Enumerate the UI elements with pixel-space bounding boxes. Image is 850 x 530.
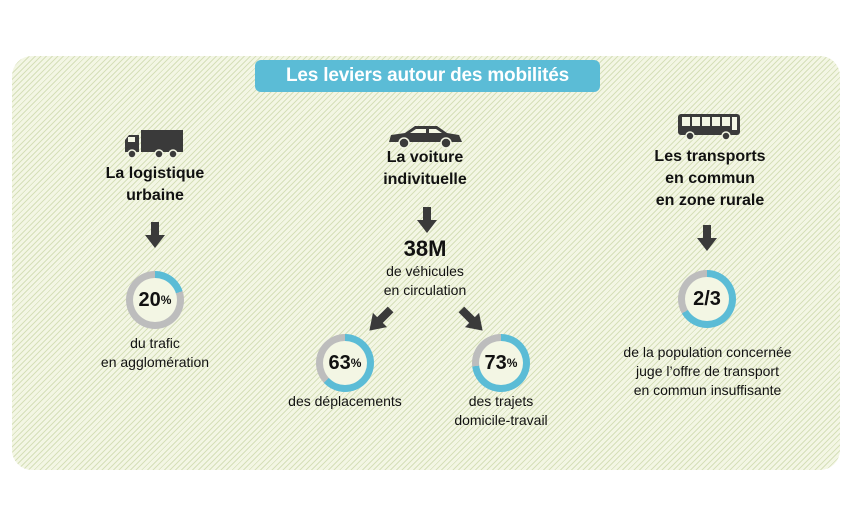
transports-heading-line1: Les transports [654,148,766,165]
bus-icon [678,114,740,141]
logistique-caption-line1: du trafic [130,335,180,351]
logistique-heading-line2: urbaine [126,187,184,204]
voiture-big-caption-line1: de véhicules [386,263,464,279]
logistique-heading: La logistique urbaine [85,163,225,207]
voiture-heading: La voiture indivituelle [355,147,495,191]
logistique-stat-unit: % [160,293,172,307]
truck-icon [125,130,183,159]
transports-caption: de la population concernée juge l’offre … [600,343,815,400]
logistique-caption-line2: en agglomération [100,354,210,370]
transports-heading-line2: en commun [665,170,755,187]
voiture-big-caption: de véhicules en circulation [345,262,505,300]
arrow-down-icon [145,222,165,248]
deplacements-stat-unit: % [350,356,362,370]
deplacements-stat-ring: 63% [316,334,374,392]
deplacements-caption-line1: des déplacements [288,393,402,409]
transports-stat-ring: 2/3 [678,270,736,328]
logistique-stat-value: 20 [138,288,161,311]
voiture-big-caption-line2: en circulation [383,282,467,298]
trajets-stat-unit: % [506,356,518,370]
trajets-stat-ring: 73% [472,334,530,392]
arrow-down-icon [417,207,437,233]
transports-stat-value: 2/3 [693,287,721,310]
trajets-caption-line1: des trajets [468,393,534,409]
logistique-heading-line1: La logistique [105,165,205,182]
transports-heading-line3: en zone rurale [655,192,765,209]
transports-caption-line1: de la population concernée [623,344,792,360]
deplacements-caption: des déplacements [270,392,420,411]
voiture-heading-line1: La voiture [386,149,464,166]
transports-caption-line3: en commun insuffisante [633,382,782,398]
trajets-stat-value: 73 [484,351,507,374]
logistique-stat-ring: 20% [126,271,184,329]
arrow-down-icon [697,225,717,251]
transports-heading: Les transports en commun en zone rurale [630,146,790,212]
transports-caption-line2: juge l’offre de transport [636,363,779,379]
car-icon [389,126,462,149]
logistique-caption: du trafic en agglomération [70,334,240,372]
trajets-caption-line2: domicile-travail [454,412,548,428]
arrow-diagonal-right-icon [458,306,483,331]
arrow-diagonal-left-icon [369,306,394,331]
voiture-heading-line2: indivituelle [383,171,467,188]
page-title: Les leviers autour des mobilités [255,60,600,92]
deplacements-stat-value: 63 [328,351,351,374]
voiture-big-value: 38M [403,236,447,261]
trajets-caption: des trajets domicile-travail [436,392,566,430]
